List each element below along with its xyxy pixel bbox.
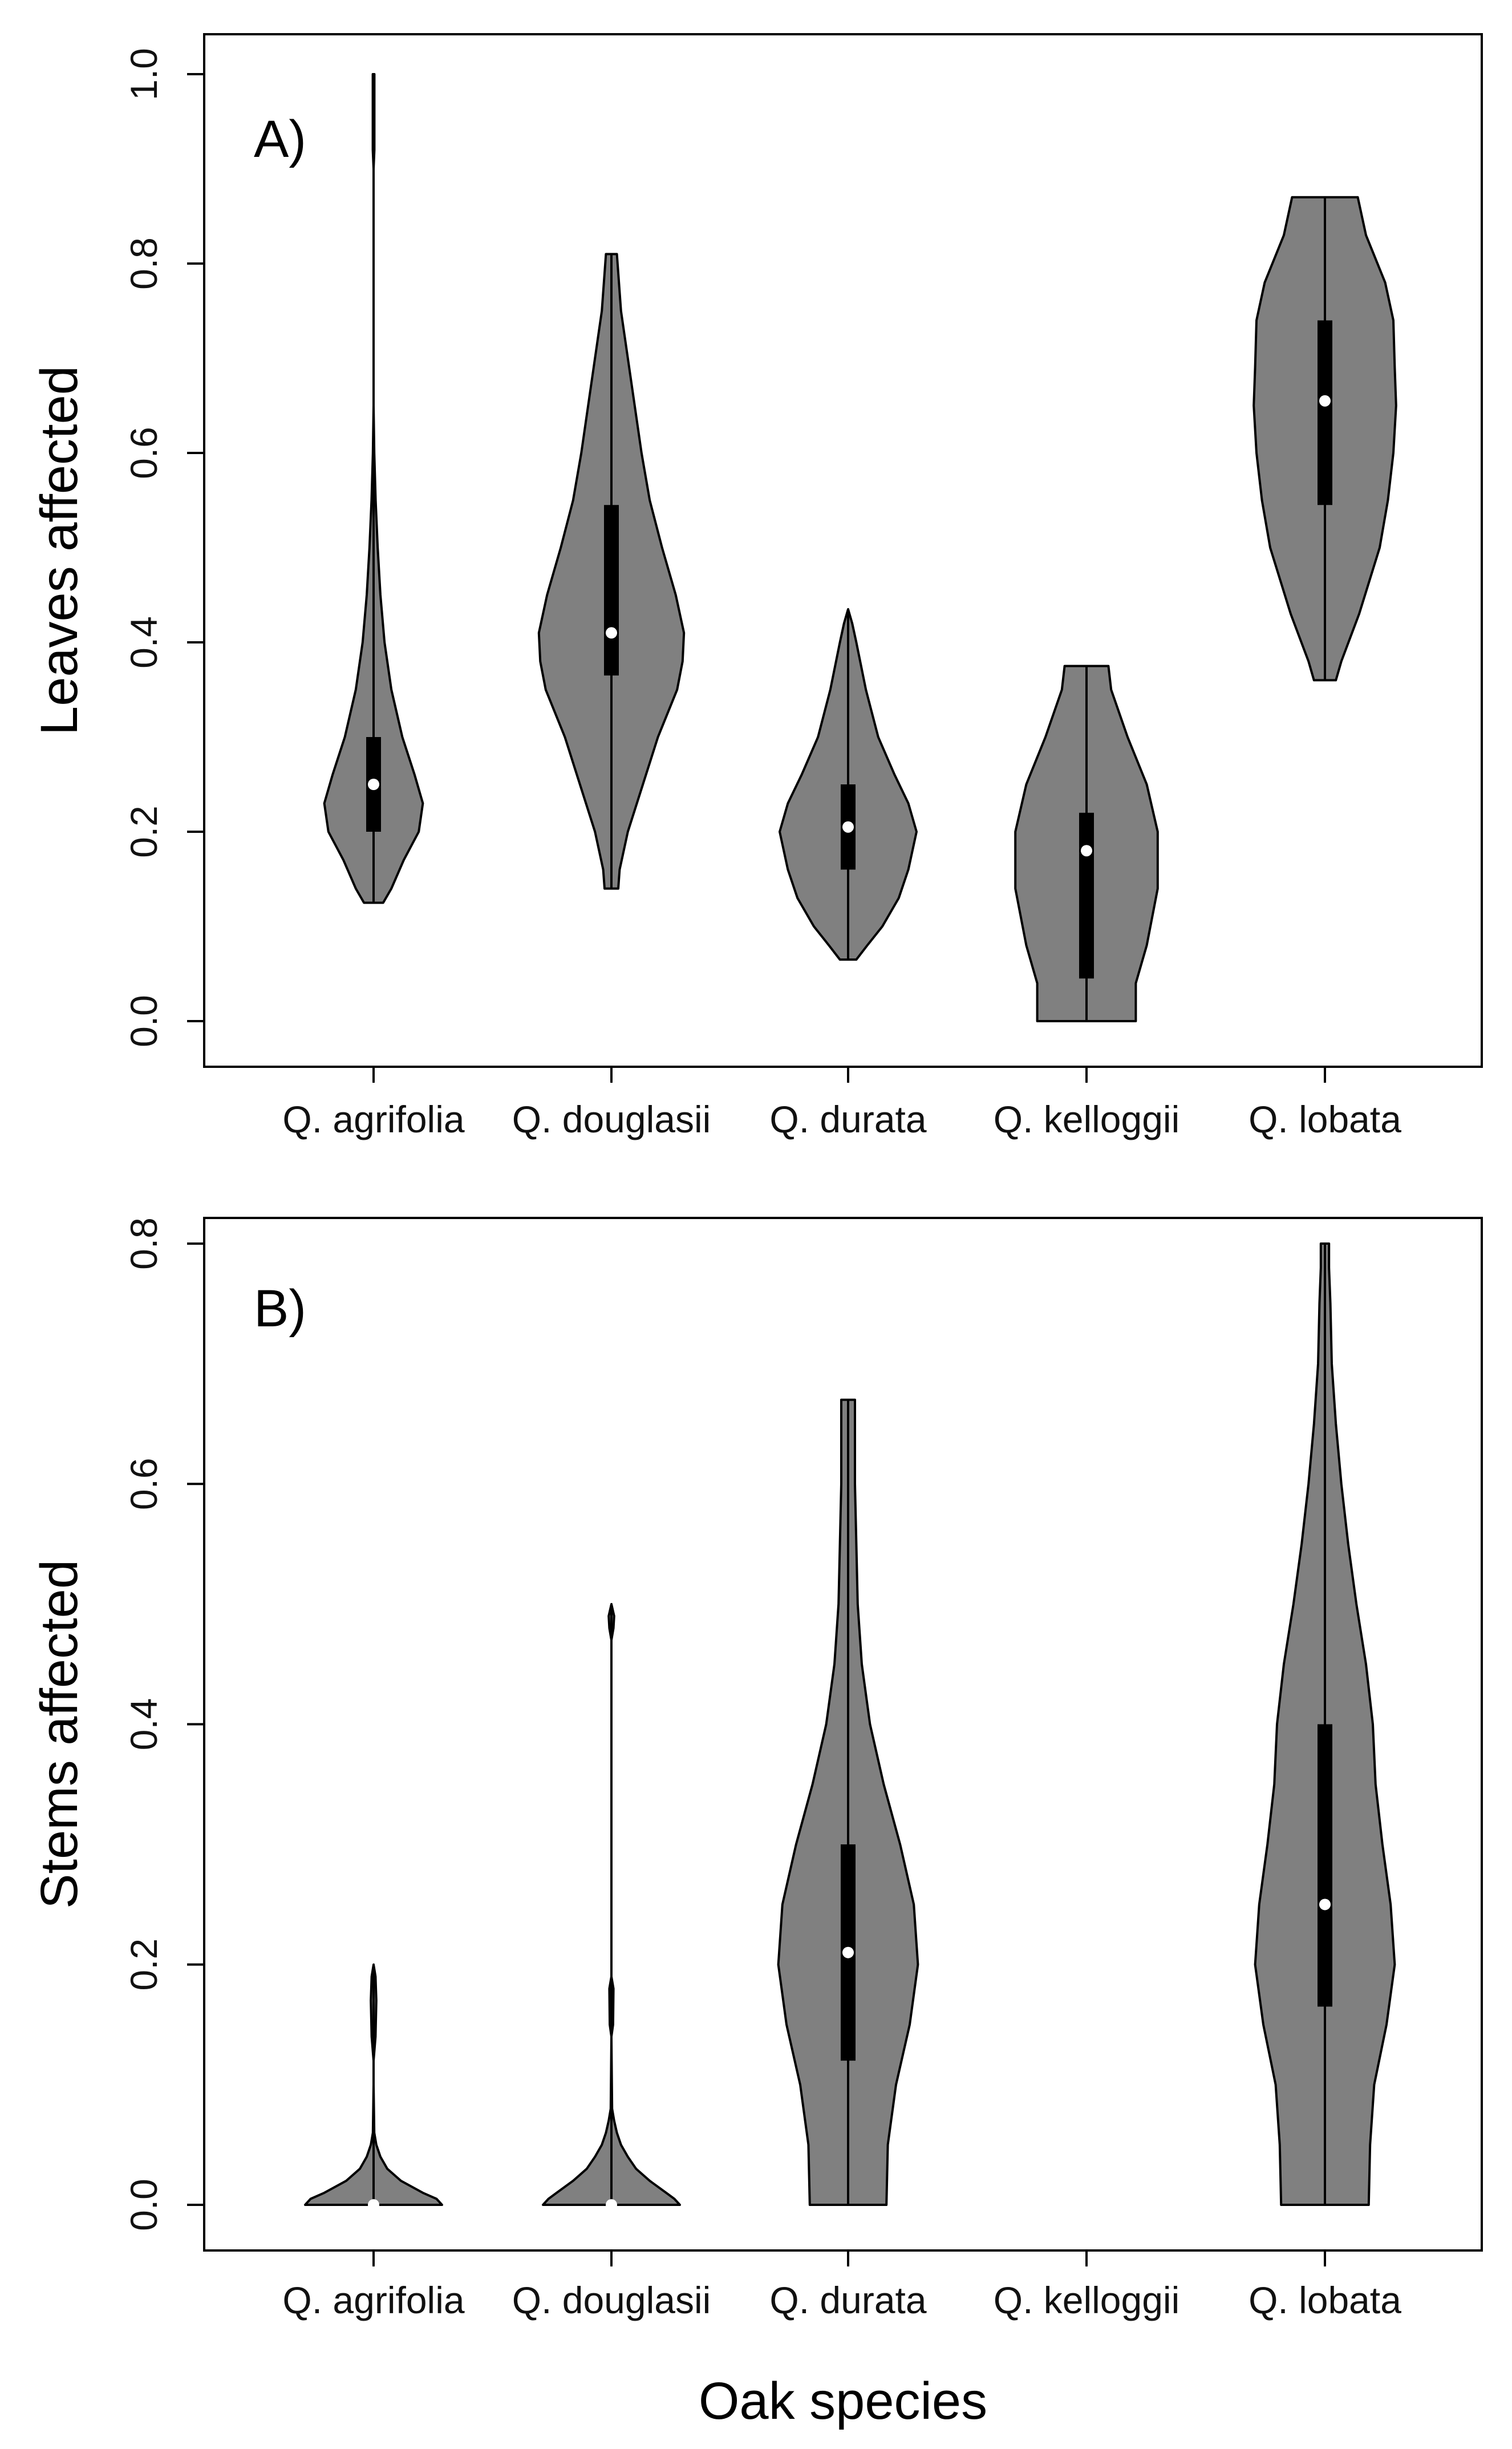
violin-median-dot <box>842 1946 854 1958</box>
panel-b-stems: 0.0 0.2 0.4 0.6 0.8 Q. agrifolia Q. douglasii… <box>30 1217 1483 2430</box>
y-tick-label: 0.8 <box>123 1217 165 1270</box>
y-tick-label: 0.0 <box>123 995 165 1047</box>
x-axis-b: Q. agrifolia Q. douglasii Q. durata Q. kell… <box>282 2250 1401 2321</box>
y-axis-b: 0.0 0.2 0.4 0.6 0.8 <box>123 1217 204 2231</box>
y-tick-label: 0.2 <box>123 805 165 858</box>
violin-median-dot <box>368 779 379 790</box>
violin-median-dot <box>1081 845 1092 857</box>
y-tick-label: 0.6 <box>123 427 165 479</box>
y-axis-title-a: Leaves affected <box>30 366 88 735</box>
x-tick-label: Q. lobata <box>1248 1098 1401 1140</box>
violins-a <box>323 73 1397 1022</box>
y-axis-title-b: Stems affected <box>30 1560 88 1909</box>
y-tick-label: 0.4 <box>123 1698 165 1751</box>
plot-frame-b <box>203 1217 1483 2252</box>
x-tick-label: Q. durata <box>769 2279 926 2321</box>
panel-a-leaves: 0.0 0.2 0.4 0.6 0.8 1.0 Q. agrifolia Q. dougla… <box>30 33 1483 1140</box>
y-tick-label: 0.2 <box>123 1938 165 1991</box>
violin-median-dot <box>1319 395 1331 407</box>
y-tick-label: 0.8 <box>123 237 165 290</box>
x-tick-label: Q. douglasii <box>512 2279 711 2321</box>
x-tick-label: Q. agrifolia <box>282 2279 464 2321</box>
violins-b <box>304 1242 1396 2211</box>
y-tick-label: 0.4 <box>123 616 165 669</box>
violin-median-dot <box>1319 1899 1331 1910</box>
x-axis-a: Q. agrifolia Q. douglasii Q. durata Q. kell… <box>282 1067 1401 1140</box>
y-axis-a: 0.0 0.2 0.4 0.6 0.8 1.0 <box>123 48 204 1047</box>
violin-median-dot <box>606 2199 617 2211</box>
y-tick-label: 1.0 <box>123 48 165 100</box>
violin-median-dot <box>368 2199 379 2211</box>
x-tick-label: Q. lobata <box>1248 2279 1401 2321</box>
x-tick-label: Q. agrifolia <box>282 1098 464 1140</box>
y-tick-label: 0.6 <box>123 1458 165 1510</box>
panel-label-b: B) <box>254 1280 306 1338</box>
y-tick-label: 0.0 <box>123 2179 165 2231</box>
plot-frame-a <box>203 33 1483 1068</box>
x-tick-label: Q. kelloggii <box>994 2279 1180 2321</box>
x-tick-label: Q. kelloggii <box>994 1098 1180 1140</box>
x-axis-title: Oak species <box>699 2372 987 2430</box>
violin-median-dot <box>606 627 617 639</box>
violin-median-dot <box>842 821 854 833</box>
x-tick-label: Q. douglasii <box>512 1098 711 1140</box>
panel-label-a: A) <box>254 110 306 168</box>
x-tick-label: Q. durata <box>769 1098 926 1140</box>
